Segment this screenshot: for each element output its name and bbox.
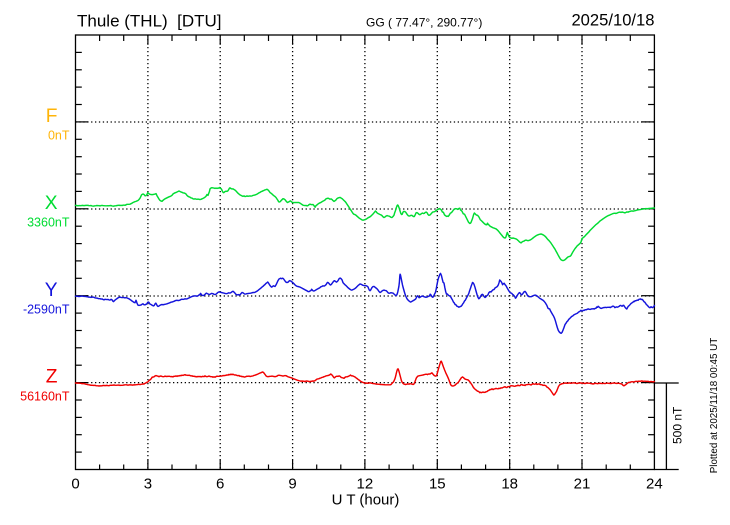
svg-text:X: X bbox=[45, 193, 58, 214]
svg-text:0nT: 0nT bbox=[48, 129, 70, 143]
svg-text:Plotted at 2025/11/18 00:45 UT: Plotted at 2025/11/18 00:45 UT bbox=[709, 338, 720, 473]
svg-text:9: 9 bbox=[288, 475, 296, 492]
svg-text:GG ( 77.47°, 290.77°): GG ( 77.47°, 290.77°) bbox=[366, 16, 482, 30]
svg-text:3: 3 bbox=[144, 475, 152, 492]
svg-text:Thule (THL) [DTU]: Thule (THL) [DTU] bbox=[77, 11, 222, 30]
svg-text:-2590nT: -2590nT bbox=[23, 303, 70, 317]
svg-text:15: 15 bbox=[429, 475, 446, 492]
svg-text:12: 12 bbox=[357, 475, 374, 492]
svg-text:3360nT: 3360nT bbox=[27, 216, 70, 230]
svg-text:500 nT: 500 nT bbox=[671, 406, 685, 444]
svg-text:U T (hour): U T (hour) bbox=[332, 492, 400, 509]
svg-text:0: 0 bbox=[71, 475, 79, 492]
svg-text:2025/10/18: 2025/10/18 bbox=[571, 11, 654, 30]
svg-text:6: 6 bbox=[216, 475, 224, 492]
svg-text:Y: Y bbox=[45, 280, 58, 301]
svg-text:24: 24 bbox=[646, 475, 663, 492]
svg-text:56160nT: 56160nT bbox=[20, 389, 70, 403]
svg-text:F: F bbox=[46, 106, 58, 127]
svg-text:21: 21 bbox=[574, 475, 591, 492]
svg-text:Z: Z bbox=[46, 367, 58, 388]
svg-text:18: 18 bbox=[501, 475, 518, 492]
